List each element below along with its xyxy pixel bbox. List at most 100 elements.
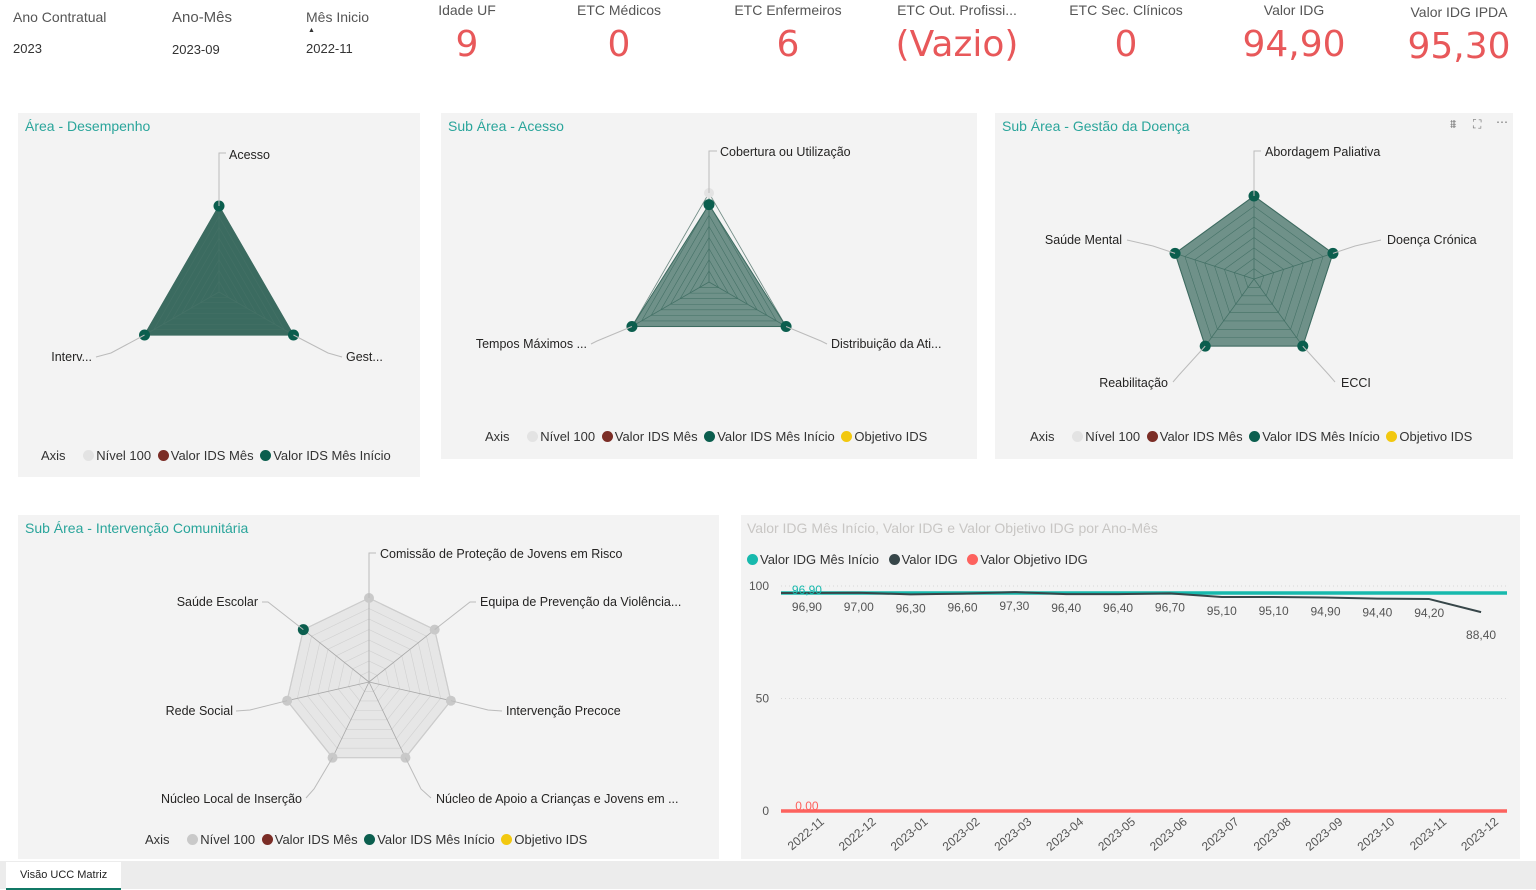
- kpi-etc-enfermeiros: ETC Enfermeiros 6: [723, 2, 853, 65]
- slicer-ano-contratual[interactable]: Ano Contratual 2023: [13, 9, 106, 56]
- radar-chart[interactable]: Comissão de Proteção de Jovens em Risco E…: [18, 515, 719, 859]
- axis-label: Cobertura ou Utilização: [720, 145, 851, 159]
- legend-item-valor-ids-mes-inicio[interactable]: Valor IDS Mês Início: [1246, 429, 1380, 444]
- line-chart-card[interactable]: Valor IDG Mês Início, Valor IDG e Valor …: [741, 515, 1520, 859]
- axis-label: Intervenção Precoce: [506, 704, 621, 718]
- slicer-value[interactable]: 2022-11: [306, 41, 353, 56]
- axis-label: Abordagem Paliativa: [1265, 145, 1380, 159]
- axis-label: Distribuição da Ati...: [831, 337, 941, 351]
- radar-card-area-desempenho[interactable]: Área - Desempenho Acesso Gest... Interv...…: [18, 113, 420, 477]
- grid-ring: [317, 629, 421, 730]
- legend-item-valor-objetivo-idg[interactable]: Valor Objetivo IDG: [961, 552, 1088, 567]
- chart-legend: Axis Nível 100 Valor IDS Mês Valor IDS M…: [1030, 429, 1472, 444]
- legend-item-nivel-100[interactable]: Nível 100: [181, 832, 255, 847]
- kpi-value: (Vazio): [895, 24, 1019, 65]
- chart-legend: Valor IDG Mês Início Valor IDG Valor Obj…: [745, 552, 1088, 567]
- leader-line: [305, 757, 333, 799]
- legend-item-valor-idg[interactable]: Valor IDG: [883, 552, 958, 567]
- slicer-ano-mes[interactable]: Ano-Mês 2023-09: [172, 9, 232, 57]
- slicer-value[interactable]: 2023: [13, 41, 42, 56]
- kpi-value: 6: [776, 24, 800, 65]
- leader-line: [293, 334, 343, 358]
- axis-label: Acesso: [229, 148, 270, 162]
- grid-spoke: [287, 681, 370, 702]
- legend-axis-label: Axis: [145, 832, 170, 847]
- x-tick-label: 2023-07: [1199, 814, 1242, 853]
- x-tick-label: 2022-12: [836, 814, 879, 853]
- data-label: 94,40: [1362, 606, 1392, 620]
- data-label: 96,40: [1103, 601, 1133, 615]
- focus-mode-icon[interactable]: ⛶: [1473, 117, 1482, 131]
- x-tick-label: 2023-04: [1043, 814, 1086, 853]
- x-tick-label: 2023-03: [992, 814, 1035, 853]
- axis-label: Gest...: [346, 350, 383, 364]
- radar-card-intervencao-comunitaria[interactable]: Sub Área - Intervenção Comunitária Comis…: [18, 515, 719, 859]
- data-label: 94,90: [1310, 604, 1340, 618]
- legend-item-objetivo-ids[interactable]: Objetivo IDS: [838, 429, 927, 444]
- chart-legend: Axis Nível 100 Valor IDS Mês Valor IDS M…: [485, 429, 927, 444]
- legend-item-objetivo-ids[interactable]: Objetivo IDS: [498, 832, 587, 847]
- legend-item-valor-ids-mes[interactable]: Valor IDS Mês: [259, 832, 358, 847]
- data-label: 96,60: [947, 601, 977, 615]
- kpi-value: 95,30: [1407, 26, 1511, 67]
- leader-line: [235, 700, 288, 712]
- data-label: 95,10: [1207, 604, 1237, 618]
- data-label: 0,00: [795, 799, 819, 813]
- grid-ring: [358, 671, 380, 692]
- legend-item-valor-idg-mes-inicio[interactable]: Valor IDG Mês Início: [745, 552, 879, 567]
- slicer-label: Mês Inicio: [306, 9, 370, 25]
- leader-line: [590, 326, 633, 345]
- kpi-value: 9: [455, 24, 479, 65]
- legend-item-valor-ids-mes[interactable]: Valor IDS Mês: [1144, 429, 1243, 444]
- more-options-icon[interactable]: ⋯: [1496, 115, 1508, 129]
- legend-item-nivel-100[interactable]: Nível 100: [77, 448, 151, 463]
- leader-line: [1302, 345, 1336, 383]
- leader-line: [1172, 345, 1206, 383]
- kpi-value: 0: [607, 24, 631, 65]
- sort-up-icon[interactable]: ▲: [308, 27, 315, 34]
- valor-ids-point: [703, 199, 715, 211]
- legend-axis-label: Axis: [1030, 429, 1055, 444]
- legend-item-nivel-100[interactable]: Nível 100: [521, 429, 595, 444]
- leader-line: [95, 334, 145, 358]
- data-label: 94,20: [1414, 606, 1444, 620]
- data-label: 88,40: [1466, 628, 1496, 642]
- legend-item-valor-ids-mes[interactable]: Valor IDS Mês: [599, 429, 698, 444]
- kpi-etc-medicos: ETC Médicos 0: [559, 2, 679, 65]
- leader-line: [218, 152, 226, 206]
- radar-chart[interactable]: Acesso Gest... Interv...: [18, 113, 420, 477]
- tab-visao-ucc-matriz[interactable]: Visão UCC Matriz: [6, 862, 122, 890]
- radar-card-gestao-da-doenca[interactable]: Sub Área - Gestão da Doença ⩩ ⛶ ⋯ Aborda…: [995, 113, 1513, 459]
- data-label: 96,40: [1051, 601, 1081, 615]
- leader-line: [434, 601, 476, 631]
- radar-chart[interactable]: Cobertura ou Utilização Distribuição da A…: [441, 113, 977, 459]
- slicer-mes-inicio[interactable]: Mês Inicio ▲ 2022-11: [306, 9, 369, 56]
- data-label: 96,90: [792, 600, 822, 614]
- kpi-label: ETC Sec. Clínicos: [1069, 2, 1183, 18]
- kpi-value: 94,90: [1242, 24, 1346, 65]
- grid-spoke: [303, 629, 370, 683]
- legend-item-valor-ids-mes[interactable]: Valor IDS Mês: [155, 448, 254, 463]
- chart-title: Sub Área - Intervenção Comunitária: [25, 520, 249, 536]
- filter-icon[interactable]: ⩩: [1450, 117, 1457, 131]
- radar-card-sub-area-acesso[interactable]: Sub Área - Acesso Cobertura ou Utilizaçã…: [441, 113, 977, 459]
- kpi-label: ETC Enfermeiros: [734, 2, 842, 18]
- radar-chart[interactable]: Abordagem Paliativa Doença Crónica ECCI Rea…: [995, 113, 1513, 459]
- axis-label: Doença Crónica: [1387, 233, 1477, 247]
- leader-line: [262, 601, 304, 631]
- slicer-value[interactable]: 2023-09: [172, 42, 220, 57]
- legend-item-valor-ids-mes-inicio[interactable]: Valor IDS Mês Início: [701, 429, 835, 444]
- legend-item-valor-ids-mes-inicio[interactable]: Valor IDS Mês Início: [257, 448, 391, 463]
- axis-label: Saúde Escolar: [177, 595, 258, 609]
- leader-line: [708, 150, 717, 193]
- axis-label: Saúde Mental: [1045, 233, 1122, 247]
- legend-item-nivel-100[interactable]: Nível 100: [1066, 429, 1140, 444]
- grid-spoke: [368, 681, 406, 758]
- legend-item-valor-ids-mes-inicio[interactable]: Valor IDS Mês Início: [361, 832, 495, 847]
- axis-label: Núcleo de Apoio a Crianças e Jovens em .…: [436, 792, 679, 806]
- data-label: 96,90: [792, 583, 822, 597]
- legend-item-objetivo-ids[interactable]: Objetivo IDS: [1383, 429, 1472, 444]
- leader-line: [1253, 150, 1261, 196]
- data-label: 97,00: [844, 600, 874, 614]
